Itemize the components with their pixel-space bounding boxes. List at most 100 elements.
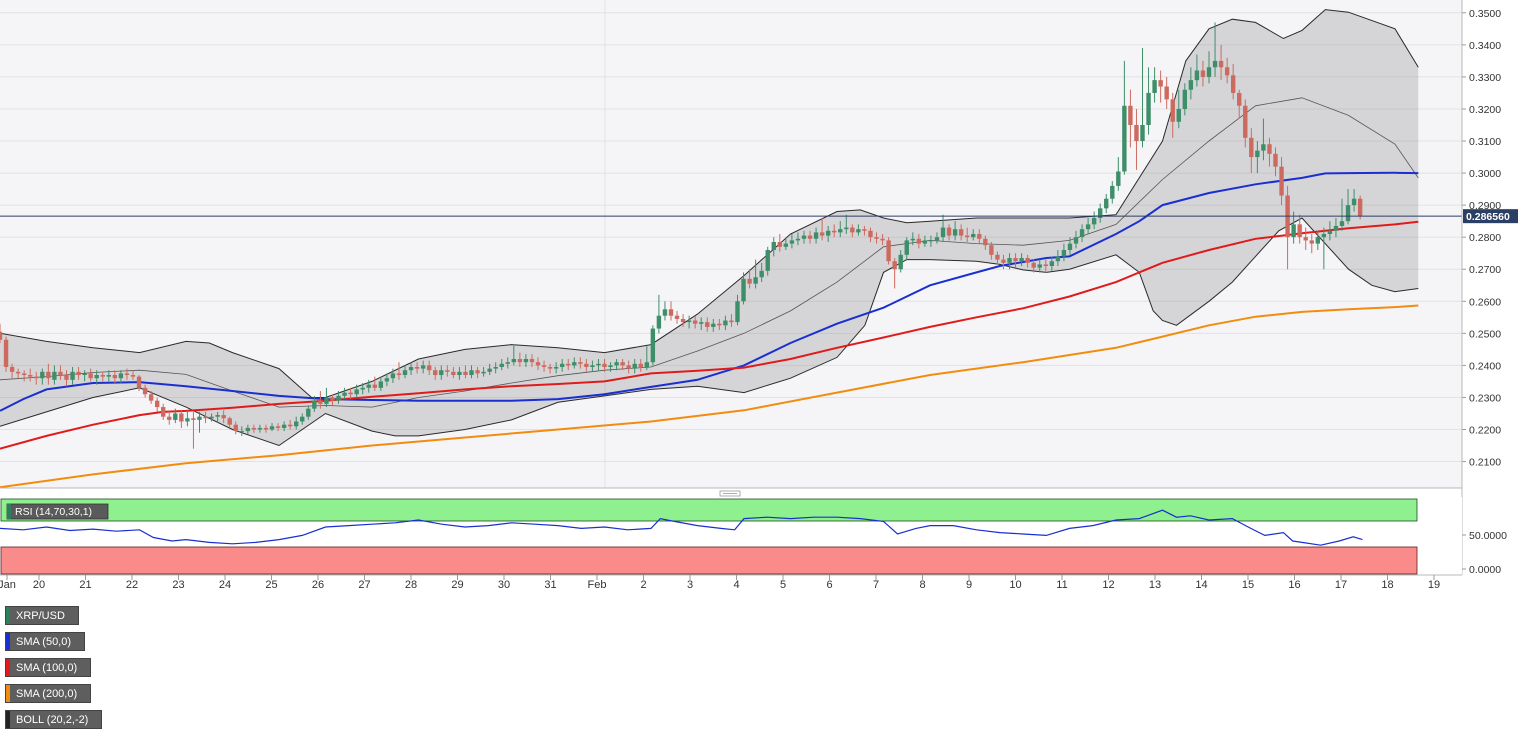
candle-body	[148, 394, 154, 401]
candle-body	[64, 375, 69, 380]
candle-body	[154, 400, 160, 408]
candle-body	[481, 371, 486, 374]
candle-body	[215, 415, 220, 417]
candle-body	[529, 358, 535, 363]
candle-body	[227, 418, 232, 425]
candle-body	[88, 373, 93, 379]
x-tick-label: 3	[687, 579, 693, 591]
pane-resize-handle[interactable]	[719, 490, 741, 497]
candle-body	[705, 322, 710, 327]
candle-body	[1025, 258, 1030, 263]
candle-body	[1013, 258, 1018, 262]
candle-body	[608, 365, 613, 368]
legend-symbol[interactable]: XRP/USD	[5, 606, 79, 625]
bollinger-band-fill	[0, 9, 1419, 446]
candle-body	[1055, 256, 1061, 262]
candle-body	[330, 397, 335, 401]
candle-body	[674, 315, 680, 319]
last-price-label: 0.286560	[1463, 209, 1518, 224]
rsi-overbought-zone	[0, 498, 1418, 522]
last-price-value: 0.286560	[1466, 211, 1510, 223]
rsi-tick-label: 0.0000	[1469, 564, 1501, 576]
candle-body	[578, 362, 583, 364]
candle-body	[1043, 264, 1048, 267]
candle-body	[1212, 60, 1218, 68]
candle-body	[1206, 67, 1212, 77]
candle-body	[1116, 171, 1121, 186]
rsi-label[interactable]: RSI (14,70,30,1)	[6, 503, 109, 520]
y-tick-label: 0.3100	[1469, 136, 1501, 148]
y-tick-label: 0.3200	[1469, 104, 1501, 116]
candle-body	[294, 421, 299, 427]
x-tick-label: 28	[405, 579, 417, 591]
candle-body	[898, 254, 903, 270]
sma-line	[0, 220, 1419, 450]
candle-body	[916, 238, 922, 244]
candle-body	[922, 240, 928, 244]
y-tick-label: 0.2700	[1469, 264, 1501, 276]
candle-body	[0, 331, 3, 340]
x-tick-label: 2	[640, 579, 646, 591]
legend-sma-200[interactable]: SMA (200,0)	[5, 684, 91, 703]
candle-body	[3, 339, 9, 368]
candle-body	[130, 375, 136, 377]
candle-body	[324, 397, 329, 404]
legend-boll[interactable]: BOLL (20,2,-2)	[5, 710, 102, 729]
candle-body	[626, 365, 631, 369]
legend-sma-100[interactable]: SMA (100,0)	[5, 658, 91, 677]
candle-body	[475, 370, 480, 374]
x-tick-label: 24	[219, 579, 231, 591]
candle-body	[414, 367, 420, 369]
candle-body	[124, 373, 130, 376]
candle-body	[426, 365, 432, 371]
candle-body	[1067, 243, 1073, 251]
x-tick-label: 9	[966, 579, 972, 591]
candle-body	[499, 363, 504, 368]
legend-sma-50[interactable]: SMA (50,0)	[5, 632, 85, 651]
candle-body	[82, 373, 87, 376]
x-tick-label: 19	[1428, 579, 1440, 591]
candle-body	[275, 426, 281, 428]
y-tick-label: 0.2900	[1469, 200, 1501, 212]
legend-sma-200-label: SMA (200,0)	[16, 688, 78, 700]
candle-body	[553, 367, 559, 369]
candle-body	[76, 371, 81, 376]
candle-body	[807, 235, 813, 239]
x-tick-label: Feb	[588, 579, 607, 591]
candle-body	[735, 301, 740, 323]
candle-body	[874, 237, 879, 239]
candle-body	[1224, 67, 1230, 76]
candle-body	[233, 424, 238, 432]
candle-body	[547, 367, 553, 369]
candle-body	[753, 277, 758, 284]
candle-body	[711, 323, 716, 327]
candle-body	[100, 375, 105, 377]
candle-body	[1091, 217, 1097, 225]
candle-body	[1176, 108, 1181, 122]
candle-body	[348, 392, 353, 395]
candle-body	[493, 367, 498, 369]
x-tick-label: Jan	[0, 579, 16, 591]
candle-body	[1001, 259, 1006, 263]
candle-body	[995, 254, 1000, 260]
candle-body	[185, 418, 190, 422]
candle-body	[372, 384, 377, 388]
candle-body	[245, 427, 251, 432]
y-tick-label: 0.3400	[1469, 40, 1501, 52]
candle-body	[777, 241, 783, 247]
candle-body	[251, 427, 257, 430]
x-tick-label: 6	[826, 579, 832, 591]
candle-body	[1194, 70, 1200, 81]
candle-body	[638, 363, 643, 368]
candle-body	[306, 408, 311, 417]
candle-body	[34, 376, 39, 379]
candle-body	[511, 358, 517, 363]
candle-body	[1357, 198, 1363, 217]
candle-body	[813, 232, 819, 239]
rsi-oversold-zone	[0, 546, 1418, 575]
candle-body	[1110, 185, 1115, 199]
candle-body	[191, 418, 196, 420]
x-tick-label: 14	[1195, 579, 1207, 591]
y-tick-label: 0.2100	[1469, 457, 1501, 469]
candle-body	[1279, 166, 1284, 196]
